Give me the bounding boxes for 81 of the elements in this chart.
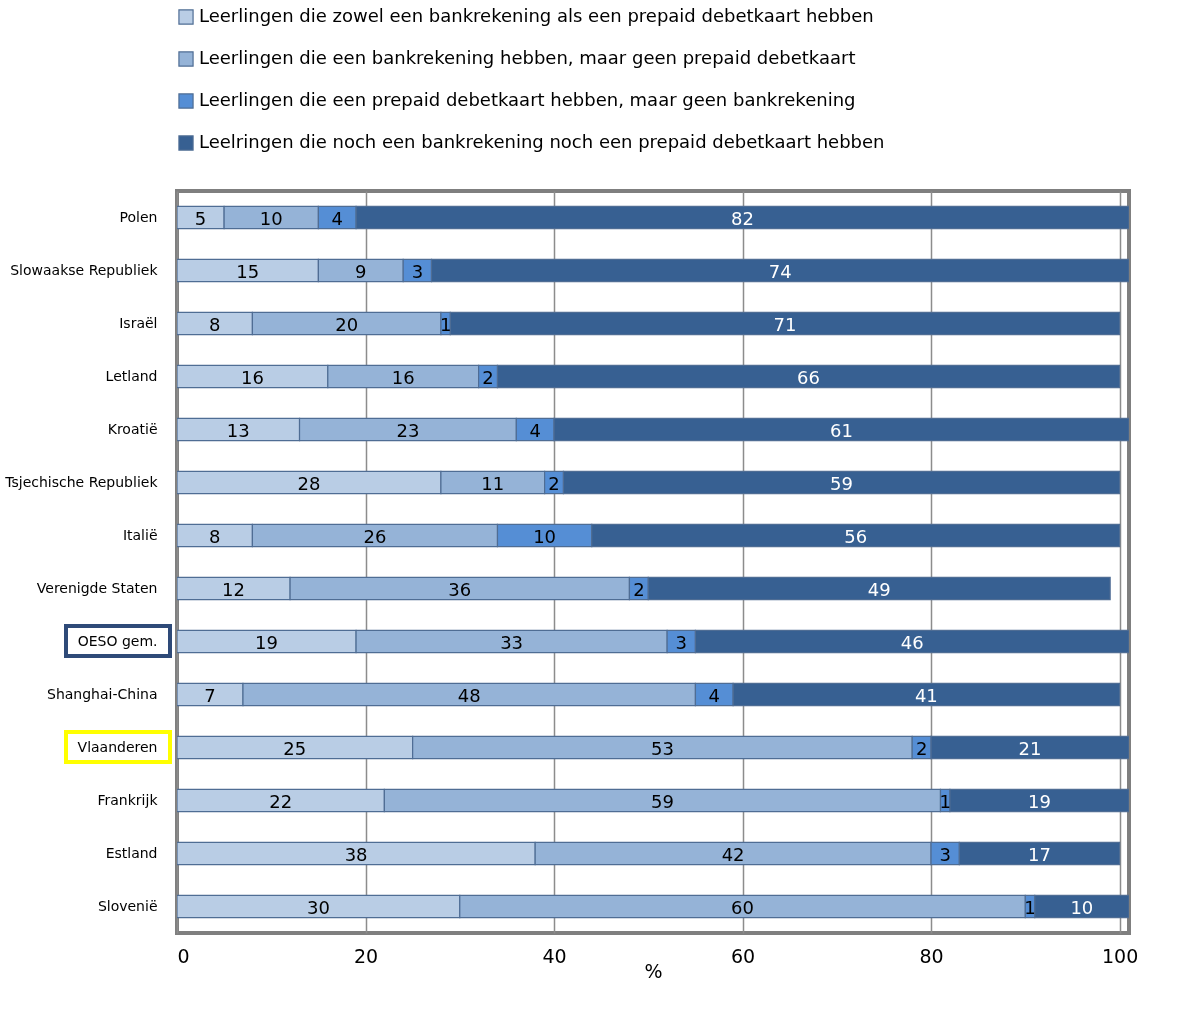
data-label: 36 [448, 578, 472, 600]
y-tick-label: Kroatië [107, 420, 158, 437]
data-label: 8 [208, 525, 221, 547]
x-tick-label: 80 [919, 944, 944, 967]
data-label: 48 [457, 684, 481, 706]
data-label: 10 [259, 207, 283, 229]
data-label: 42 [721, 843, 745, 865]
x-tick-label: 100 [1101, 944, 1139, 967]
data-label: 3 [675, 631, 687, 653]
data-label: 10 [533, 525, 557, 547]
data-label: 1 [1024, 896, 1036, 918]
data-label: 5 [194, 207, 207, 229]
data-label: 60 [731, 896, 754, 918]
data-label: 2 [633, 578, 645, 600]
data-label: 20 [335, 313, 359, 335]
data-label: 19 [255, 631, 278, 653]
data-label: 3 [411, 260, 424, 282]
y-tick-label: Frankrijk [97, 791, 159, 808]
y-tick-label: Shanghai-China [47, 685, 158, 702]
data-label: 74 [768, 260, 792, 282]
y-tick-label: Slovenië [97, 897, 158, 914]
data-label: 1 [439, 313, 452, 335]
data-label: 41 [914, 684, 938, 706]
data-label: 33 [500, 631, 524, 653]
data-label: 1 [939, 790, 951, 812]
data-label: 12 [222, 578, 246, 600]
data-label: 22 [269, 790, 293, 812]
y-tick-label: Letland [105, 367, 158, 384]
data-label: 8 [208, 313, 221, 335]
y-tick-label: Polen [119, 208, 158, 225]
data-label: 15 [236, 260, 260, 282]
data-label: 82 [731, 207, 754, 229]
data-label: 30 [306, 896, 330, 918]
data-label: 17 [1028, 843, 1051, 865]
data-label: 4 [529, 419, 541, 441]
data-label: 56 [844, 525, 868, 547]
legend-label: Leerlingen die zowel een bankrekening als een prepaid debetkaart hebben [199, 5, 874, 26]
x-tick-label: 60 [730, 944, 756, 967]
y-tick-label: Italië [122, 526, 158, 543]
data-label: 16 [240, 366, 264, 388]
data-label: 13 [226, 419, 250, 441]
data-label: 21 [1018, 737, 1042, 759]
y-tick-label: OESO gem. [77, 632, 158, 649]
data-label: 3 [939, 843, 951, 865]
x-tick-label: 40 [542, 944, 567, 967]
data-label: 59 [650, 790, 674, 812]
data-label: 53 [650, 737, 674, 759]
data-label: 7 [204, 684, 216, 706]
y-tick-label: Slowaakse Republiek [10, 261, 159, 278]
data-label: 49 [867, 578, 891, 600]
data-label: 26 [363, 525, 387, 547]
x-tick-label: 20 [353, 944, 379, 967]
y-tick-label: Vlaanderen [77, 738, 158, 755]
data-label: 10 [1070, 896, 1094, 918]
data-label: 19 [1028, 790, 1051, 812]
data-label: 28 [297, 472, 321, 494]
y-tick-label: Verenigde Staten [36, 579, 158, 596]
data-label: 2 [548, 472, 560, 494]
data-label: 46 [900, 631, 924, 653]
x-tick-label: 0 [177, 944, 190, 967]
legend-label: Leelringen die noch een bankrekening noch een prepaid debetkaart hebben [199, 131, 885, 152]
data-label: 2 [915, 737, 928, 759]
data-label: 9 [355, 260, 367, 282]
legend-label: Leerlingen die een prepaid debetkaart hebben, maar geen bankrekening [199, 89, 856, 110]
y-tick-label: Estland [105, 844, 158, 861]
y-tick-label: Tsjechische Republiek [4, 473, 159, 490]
data-label: 23 [396, 419, 420, 441]
data-label: 16 [391, 366, 415, 388]
data-label: 38 [344, 843, 368, 865]
data-label: 4 [708, 684, 720, 706]
data-label: 61 [830, 419, 853, 441]
data-label: 66 [797, 366, 820, 388]
data-label: 25 [283, 737, 307, 759]
data-label: 4 [331, 207, 343, 229]
data-label: 59 [830, 472, 853, 494]
data-label: 11 [481, 472, 505, 494]
data-label: 71 [773, 313, 797, 335]
y-tick-label: Israël [119, 314, 158, 331]
x-axis-title: % [644, 959, 663, 982]
data-label: 2 [482, 366, 494, 388]
legend-label: Leerlingen die een bankrekening hebben, maar geen prepaid debetkaart [199, 47, 856, 68]
